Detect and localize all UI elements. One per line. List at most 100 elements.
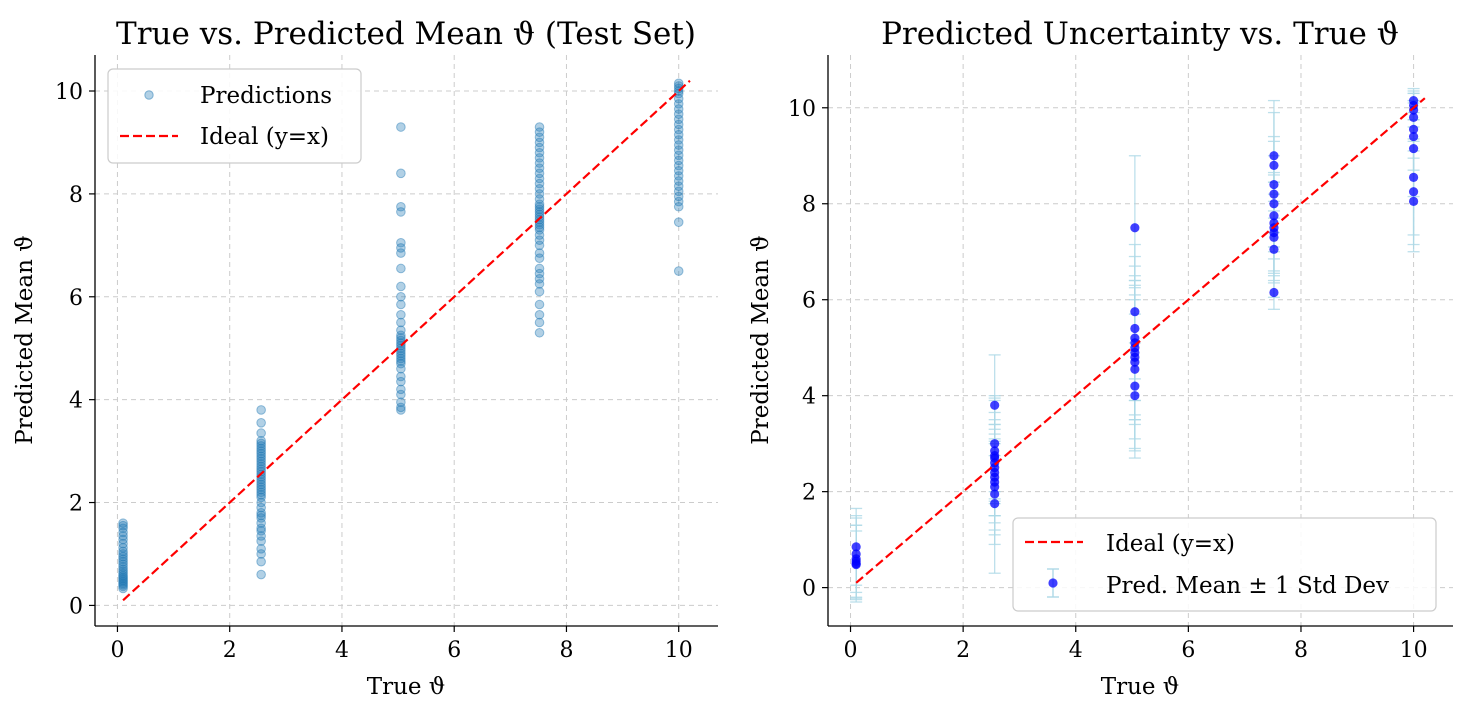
prediction-point bbox=[256, 451, 266, 462]
prediction-point bbox=[396, 168, 406, 179]
prediction-point bbox=[118, 566, 128, 577]
prediction-point bbox=[118, 562, 128, 572]
prediction-point bbox=[118, 576, 128, 587]
prediction-point bbox=[534, 317, 545, 328]
prediction-point bbox=[673, 140, 684, 150]
left-y-axis-label: Predicted Mean ϑ bbox=[12, 235, 38, 444]
prediction-point bbox=[256, 436, 266, 446]
pred-mean-point bbox=[990, 439, 1000, 449]
prediction-point bbox=[534, 263, 545, 274]
prediction-point bbox=[396, 402, 406, 413]
prediction-point bbox=[256, 569, 266, 580]
pred-mean-point bbox=[1269, 287, 1279, 298]
prediction-point bbox=[534, 279, 545, 289]
x-tick-label: 8 bbox=[1294, 638, 1308, 663]
y-tick-label: 2 bbox=[802, 481, 816, 506]
prediction-point bbox=[534, 207, 545, 217]
y-tick-label: 4 bbox=[802, 385, 816, 410]
prediction-point bbox=[256, 482, 266, 492]
pred-mean-point bbox=[990, 489, 1000, 499]
prediction-point bbox=[256, 531, 266, 541]
prediction-point bbox=[396, 263, 406, 274]
pred-mean-point bbox=[1130, 323, 1140, 334]
prediction-point bbox=[673, 78, 684, 89]
prediction-point bbox=[673, 196, 684, 207]
prediction-point bbox=[256, 518, 266, 528]
prediction-point bbox=[118, 523, 128, 534]
prediction-point bbox=[534, 309, 545, 320]
prediction-point bbox=[396, 291, 406, 302]
prediction-point bbox=[396, 363, 406, 374]
prediction-point bbox=[256, 479, 266, 490]
left-x-ticks: 0 2 4 6 8 10 bbox=[110, 626, 693, 663]
prediction-point bbox=[118, 518, 128, 528]
right-legend-box bbox=[1012, 517, 1437, 612]
x-tick-label: 6 bbox=[1181, 638, 1195, 663]
right-legend: Ideal (y=x) Pred. Mean ± 1 Std Dev bbox=[1012, 517, 1437, 612]
y-tick-label: 0 bbox=[802, 577, 816, 602]
prediction-point bbox=[118, 554, 128, 564]
prediction-point bbox=[673, 201, 684, 212]
prediction-point bbox=[118, 570, 128, 581]
x-tick-label: 10 bbox=[665, 638, 693, 663]
pred-mean-point bbox=[990, 400, 1000, 410]
pred-mean-point bbox=[1130, 307, 1140, 317]
prediction-point bbox=[396, 122, 406, 132]
prediction-point bbox=[118, 583, 128, 594]
prediction-point bbox=[534, 173, 545, 184]
pred-mean-point bbox=[1408, 187, 1419, 197]
prediction-point bbox=[673, 186, 684, 197]
prediction-point bbox=[673, 181, 684, 191]
left-y-ticks: 0 2 4 6 8 10 bbox=[55, 80, 95, 619]
prediction-point bbox=[673, 109, 684, 119]
prediction-point bbox=[256, 456, 266, 467]
x-tick-label: 10 bbox=[1400, 638, 1428, 663]
prediction-point bbox=[534, 253, 545, 263]
left-axes bbox=[94, 55, 718, 627]
prediction-point bbox=[673, 93, 684, 104]
prediction-point bbox=[256, 536, 266, 546]
y-tick-label: 0 bbox=[69, 594, 83, 619]
prediction-point bbox=[396, 333, 406, 343]
prediction-point bbox=[396, 201, 406, 212]
prediction-point bbox=[534, 225, 545, 235]
pred-mean-point bbox=[1408, 112, 1419, 122]
prediction-point bbox=[396, 384, 406, 395]
pred-mean-point bbox=[1269, 232, 1279, 242]
prediction-point bbox=[534, 204, 545, 215]
prediction-point bbox=[256, 446, 266, 456]
pred-mean-point bbox=[1408, 143, 1419, 154]
y-tick-label: 2 bbox=[69, 492, 83, 517]
prediction-point bbox=[118, 559, 128, 570]
prediction-point bbox=[256, 492, 266, 503]
prediction-point bbox=[396, 248, 406, 258]
x-tick-label: 8 bbox=[559, 638, 573, 663]
prediction-point bbox=[256, 523, 266, 534]
prediction-point bbox=[396, 389, 406, 400]
left-legend-box bbox=[107, 68, 362, 164]
pred-mean-point bbox=[990, 482, 1000, 492]
prediction-point bbox=[256, 508, 266, 518]
prediction-point bbox=[673, 191, 684, 202]
y-tick-label: 6 bbox=[69, 286, 83, 311]
prediction-point bbox=[256, 405, 266, 415]
pred-mean-point bbox=[1130, 364, 1140, 374]
prediction-point bbox=[534, 268, 545, 279]
pred-mean-point bbox=[1269, 211, 1279, 221]
right-plot-data bbox=[850, 87, 1426, 603]
prediction-point bbox=[534, 240, 545, 251]
prediction-point bbox=[534, 230, 545, 240]
pred-mean-point bbox=[1408, 124, 1419, 134]
prediction-point bbox=[256, 549, 266, 559]
prediction-point bbox=[534, 122, 545, 132]
x-tick-label: 4 bbox=[335, 638, 349, 663]
left-plot-data bbox=[118, 78, 691, 602]
right-chart-title: Predicted Uncertainty vs. True ϑ bbox=[881, 16, 1399, 52]
prediction-point bbox=[256, 544, 266, 554]
prediction-point bbox=[673, 150, 684, 161]
prediction-point bbox=[396, 299, 406, 310]
prediction-point bbox=[534, 199, 545, 209]
prediction-point bbox=[673, 266, 684, 276]
prediction-point bbox=[256, 502, 266, 513]
